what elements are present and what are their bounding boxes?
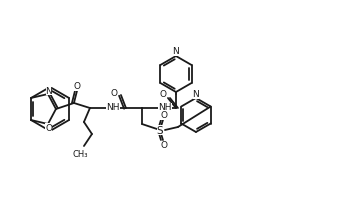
Text: N: N [192, 90, 199, 99]
Text: O: O [45, 123, 52, 132]
Text: NH: NH [158, 103, 172, 112]
Text: O: O [161, 141, 167, 150]
Text: O: O [159, 90, 166, 99]
Text: O: O [110, 89, 117, 98]
Text: N: N [46, 86, 52, 95]
Text: O: O [161, 111, 167, 120]
Text: S: S [157, 125, 163, 135]
Text: NH: NH [106, 103, 120, 112]
Text: CH₃: CH₃ [72, 150, 88, 159]
Text: N: N [173, 47, 179, 56]
Text: O: O [73, 82, 81, 91]
